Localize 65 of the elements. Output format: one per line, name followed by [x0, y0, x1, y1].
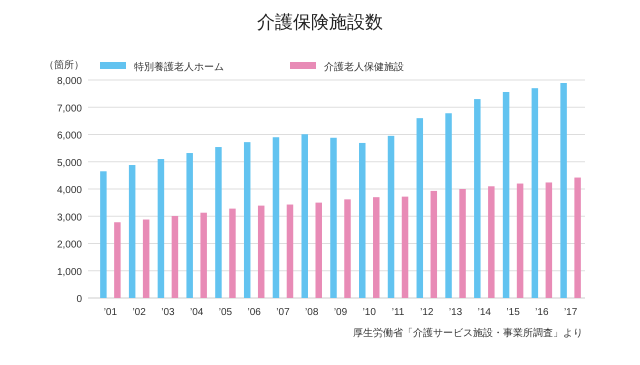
- y-tick-label: 4,000: [56, 185, 82, 196]
- bar: [258, 206, 264, 298]
- x-tick-label: ’10: [362, 307, 376, 318]
- bar: [229, 208, 236, 298]
- bar: [502, 92, 510, 298]
- y-tick-label: 6,000: [56, 130, 82, 142]
- bar: [402, 196, 408, 298]
- bar: [532, 88, 538, 298]
- x-tick-label: ’12: [420, 307, 434, 318]
- text: 厚生労働省「介護サービス施設・事業所調査」より: [353, 327, 583, 339]
- bar: [100, 171, 107, 298]
- bar: [330, 138, 337, 298]
- bar: [416, 118, 424, 298]
- x-tick-label: ’07: [276, 307, 290, 318]
- y-tick-label: 5,000: [56, 158, 82, 169]
- bar: [215, 147, 222, 298]
- x-tick-label: ’09: [334, 307, 348, 318]
- x-tick-label: ’11: [392, 307, 405, 318]
- y-tick-label: 8,000: [56, 76, 82, 87]
- bar: [574, 178, 581, 298]
- y-tick-label: 0: [76, 294, 82, 305]
- bar: [560, 83, 567, 298]
- y-axis-title: （箇所）: [44, 59, 84, 71]
- bar: [488, 186, 495, 298]
- bar: [430, 190, 438, 298]
- bar: [344, 199, 351, 298]
- bar: [200, 212, 207, 298]
- bar: [128, 165, 136, 298]
- bar: [272, 137, 280, 298]
- bar: [244, 142, 250, 298]
- x-tick-label: ’02: [132, 307, 146, 318]
- y-tick-label: 2,000: [56, 240, 82, 250]
- x-tick-label: ’06: [248, 307, 262, 318]
- y-tick-label: 1,000: [56, 266, 82, 278]
- chart-title: 介護保険施設数: [257, 12, 383, 32]
- bar: [286, 204, 294, 298]
- bar: [186, 153, 193, 298]
- x-tick-label: ’13: [448, 307, 463, 318]
- y-tick-label: 7,000: [56, 103, 82, 114]
- bar: [373, 197, 380, 298]
- bar: [546, 182, 552, 298]
- x-tick-label: ’04: [190, 307, 204, 318]
- bar: [459, 189, 466, 298]
- x-tick-label: ’16: [535, 307, 549, 318]
- x-tick-label: ’17: [564, 307, 578, 318]
- bar: [142, 220, 150, 298]
- legend-label: 特別養護老人ホーム: [134, 61, 224, 73]
- bar: [301, 134, 308, 298]
- bar: [445, 113, 452, 298]
- bar: [474, 99, 481, 298]
- bar: [114, 222, 121, 298]
- bar: [359, 142, 366, 298]
- bar: [158, 159, 164, 298]
- bar: [388, 136, 394, 298]
- x-tick-label: ’14: [478, 307, 492, 318]
- bar: [516, 184, 524, 298]
- bar: [172, 216, 178, 298]
- bar: [315, 202, 322, 298]
- legend-label: 介護老人保健施設: [324, 61, 404, 73]
- x-tick-label: ’01: [104, 307, 118, 318]
- x-tick-label: ’08: [305, 307, 319, 318]
- x-tick-label: ’05: [218, 307, 233, 318]
- x-tick-label: ’15: [506, 307, 520, 318]
- y-tick-label: 3,000: [56, 212, 82, 224]
- x-tick-label: ’03: [161, 307, 176, 318]
